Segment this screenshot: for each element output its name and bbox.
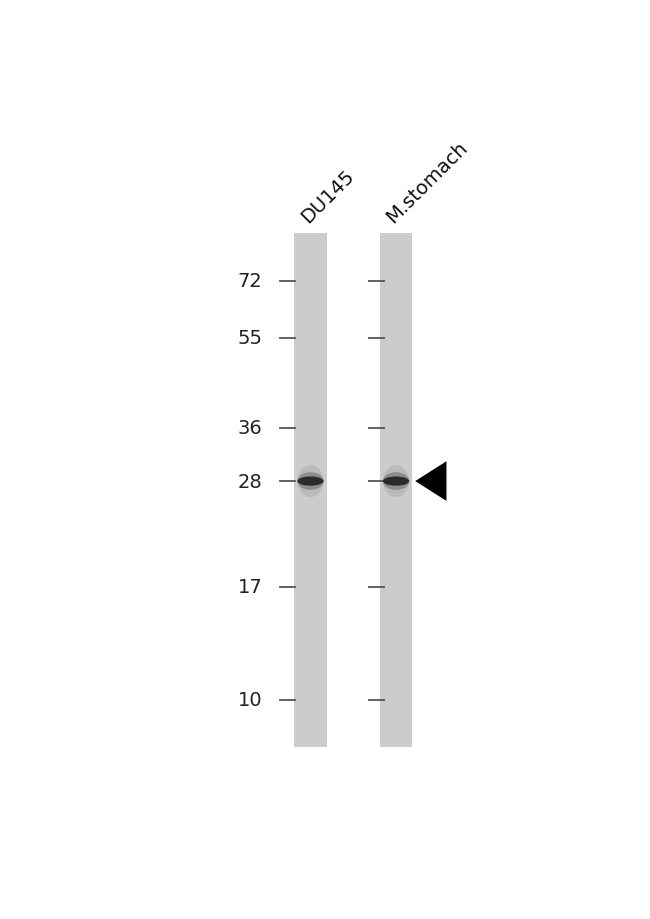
Text: 17: 17 <box>238 578 263 596</box>
Text: 10: 10 <box>238 690 263 709</box>
Text: 36: 36 <box>238 419 263 437</box>
Ellipse shape <box>297 466 324 497</box>
Ellipse shape <box>297 472 324 491</box>
Polygon shape <box>415 461 447 502</box>
Ellipse shape <box>383 466 410 497</box>
Ellipse shape <box>383 472 410 491</box>
Text: DU145: DU145 <box>297 166 358 227</box>
Text: 28: 28 <box>238 472 263 491</box>
Ellipse shape <box>297 477 324 486</box>
Bar <box>294 234 327 747</box>
Text: M.stomach: M.stomach <box>383 139 471 227</box>
Ellipse shape <box>383 477 410 486</box>
Text: 72: 72 <box>238 272 263 290</box>
Text: 55: 55 <box>238 329 263 348</box>
Bar <box>380 234 413 747</box>
